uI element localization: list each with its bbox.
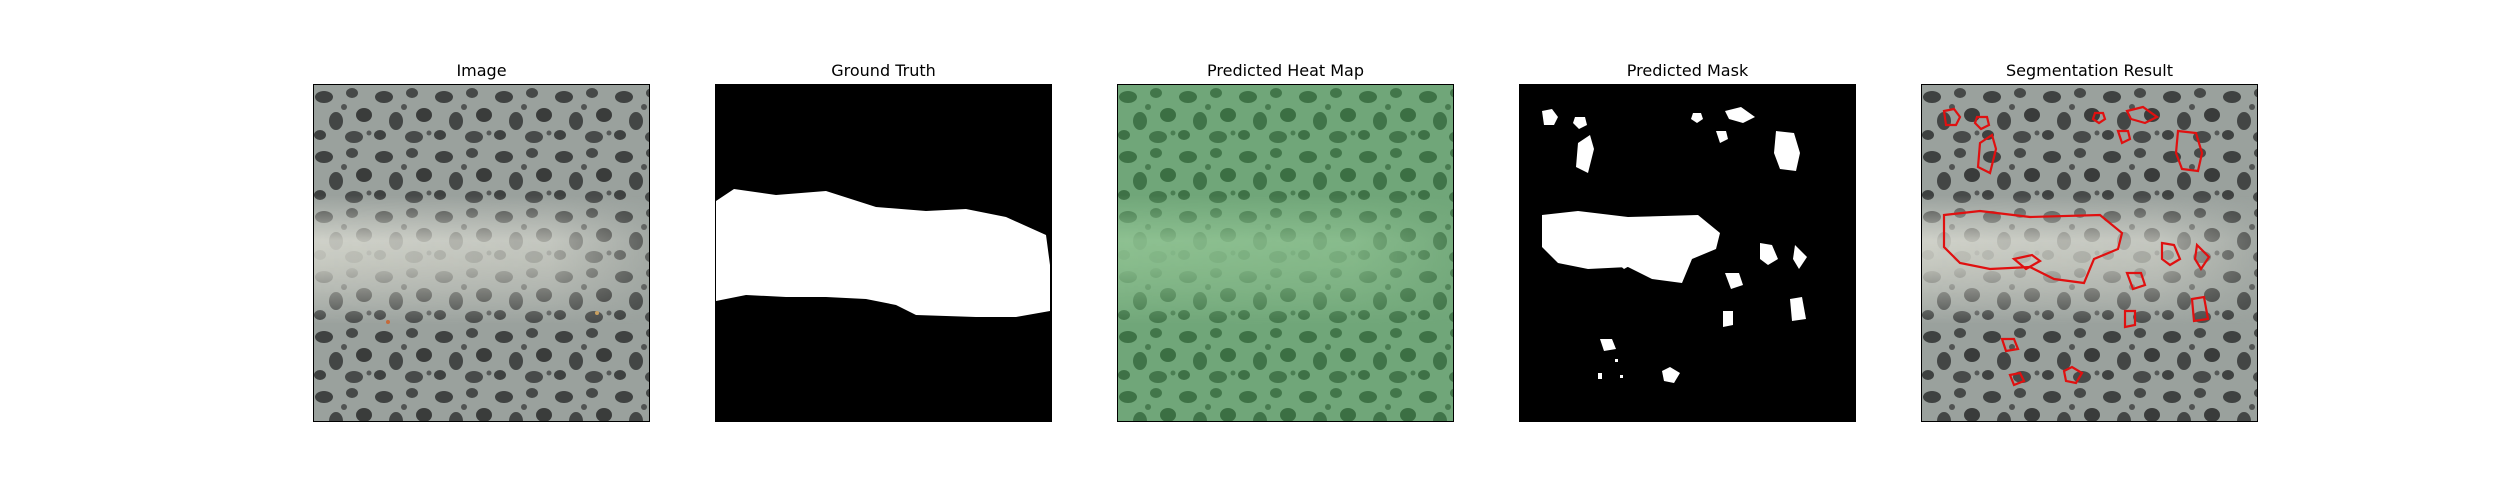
texture-image	[314, 85, 649, 421]
panel-predicted-mask: Predicted Mask	[1519, 0, 1856, 500]
panel-title: Image	[456, 61, 507, 80]
segmentation-overlay	[1921, 84, 2258, 422]
ground-truth-mask	[715, 84, 1052, 422]
gt-region	[716, 189, 1050, 317]
predicted-mask	[1519, 84, 1856, 422]
panel-title: Predicted Heat Map	[1207, 61, 1364, 80]
panel-segmentation-result: Segmentation Result	[1921, 0, 2258, 500]
contour-lines	[1942, 105, 2211, 387]
panel-heat-map: Predicted Heat Map	[1117, 0, 1454, 500]
panel-title: Ground Truth	[831, 61, 936, 80]
panel-ground-truth: Ground Truth	[715, 0, 1052, 500]
panel-title: Predicted Mask	[1626, 61, 1749, 80]
panel-title: Segmentation Result	[2006, 61, 2173, 80]
panel-image: Image	[313, 0, 650, 500]
input-image	[313, 84, 650, 422]
heat-map-image	[1117, 84, 1454, 422]
